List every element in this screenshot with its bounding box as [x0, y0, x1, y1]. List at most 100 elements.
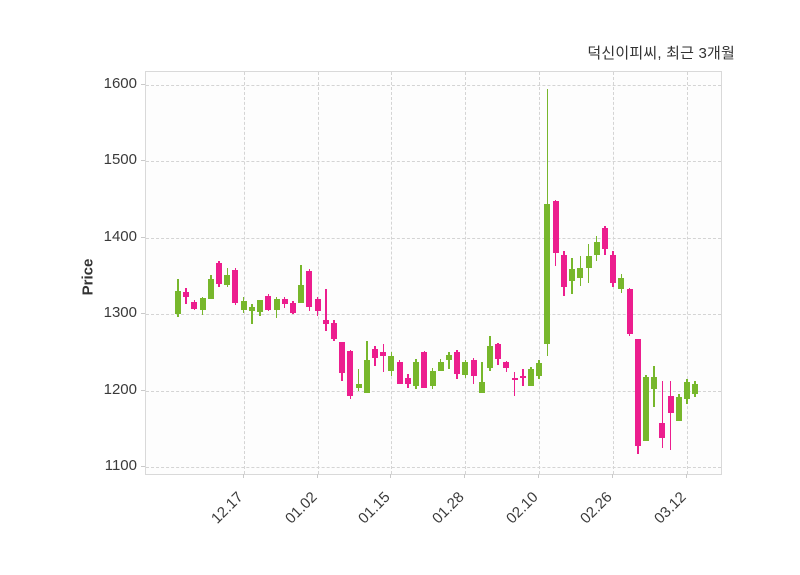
candle-body-up — [462, 362, 469, 375]
candle-wick-up — [481, 362, 483, 393]
candle-wick-up — [251, 304, 253, 325]
x-gridline — [317, 72, 319, 474]
candle-body-up — [298, 285, 305, 303]
y-tick-mark — [141, 160, 145, 162]
candle-body-up — [577, 267, 584, 278]
y-gridline — [146, 161, 721, 163]
x-tick-label: 01.02 — [281, 488, 321, 528]
y-tick-label: 1200 — [103, 380, 137, 398]
x-gridline — [243, 72, 245, 474]
candle-body-up — [175, 290, 181, 315]
candle-body-down — [396, 362, 403, 385]
candle-body-up — [429, 370, 436, 386]
y-tick-mark — [141, 389, 145, 391]
candle-body-down — [667, 395, 674, 413]
candle-body-up — [478, 382, 485, 393]
candle-body-up — [224, 275, 231, 286]
candle-body-up — [257, 300, 264, 312]
y-gridline — [146, 314, 721, 316]
x-tick-mark — [464, 474, 466, 478]
candle-wick-up — [448, 352, 450, 370]
y-tick-mark — [141, 466, 145, 467]
candle-body-up — [544, 204, 551, 344]
candle-body-down — [339, 342, 346, 373]
x-tick-label: 12.17 — [207, 488, 247, 528]
candle-body-down — [552, 201, 559, 254]
candle-wick-up — [300, 265, 302, 303]
x-tick-mark — [686, 474, 688, 478]
candle-body-up — [355, 384, 362, 389]
x-tick-label: 01.28 — [429, 488, 469, 528]
chart-title: 덕신이피씨, 최근 3개월 — [587, 45, 735, 62]
candle-body-up — [585, 256, 592, 268]
candle-body-up — [593, 242, 600, 255]
candle-body-down — [610, 254, 617, 283]
candle-wick-down — [325, 288, 327, 331]
candle-body-up — [569, 269, 576, 281]
y-gridline — [146, 467, 721, 468]
candle-body-up — [363, 360, 370, 393]
candle-body-up — [273, 298, 280, 311]
x-tick-mark — [242, 474, 244, 478]
candle-body-down — [503, 362, 510, 368]
candle-body-down — [281, 298, 288, 305]
candle-body-down — [626, 288, 633, 335]
candle-body-up — [651, 376, 658, 390]
y-tick-mark — [141, 236, 145, 238]
candle-body-down — [470, 360, 477, 377]
candle-body-down — [380, 351, 387, 357]
x-gridline — [465, 72, 467, 474]
x-gridline — [539, 72, 541, 474]
candle-body-down — [330, 322, 337, 340]
candle-body-down — [216, 263, 223, 284]
candle-body-up — [445, 354, 452, 361]
candle-body-down — [347, 350, 354, 396]
candle-body-down — [601, 227, 608, 250]
candle-body-down — [322, 319, 329, 325]
x-tick-label: 03.12 — [651, 488, 690, 528]
candle-wick-down — [661, 380, 664, 448]
y-tick-mark — [141, 84, 145, 85]
y-tick-mark — [141, 313, 145, 315]
candle-body-up — [240, 301, 247, 310]
y-gridline — [146, 85, 721, 86]
candle-wick-down — [382, 343, 384, 373]
candle-body-down — [634, 339, 641, 446]
candle-wick-up — [357, 369, 360, 392]
candle-body-down — [659, 422, 666, 438]
candle-body-up — [642, 376, 649, 442]
candle-body-up — [528, 369, 535, 386]
candle-body-up — [388, 356, 395, 371]
candle-wick-down — [669, 380, 672, 451]
candle-body-down — [372, 349, 379, 358]
x-tick-label: 01.15 — [355, 488, 395, 528]
candle-body-down — [265, 295, 272, 311]
candle-body-up — [486, 346, 493, 368]
y-tick-label: 1400 — [103, 227, 137, 245]
x-tick-mark — [316, 474, 318, 478]
candle-body-up — [248, 306, 255, 312]
candle-body-up — [684, 382, 691, 399]
candle-body-up — [536, 363, 543, 377]
candle-body-down — [495, 343, 502, 360]
candle-body-down — [183, 292, 190, 297]
candle-body-up — [207, 279, 214, 299]
candle-body-down — [404, 377, 411, 384]
candle-body-up — [675, 397, 682, 422]
y-gridline — [146, 237, 721, 239]
x-tick-mark — [538, 474, 540, 478]
candle-body-down — [232, 269, 239, 303]
y-tick-label: 1600 — [103, 75, 137, 92]
y-gridline — [146, 390, 721, 392]
candle-body-down — [306, 270, 313, 308]
y-tick-label: 1300 — [103, 304, 137, 322]
candle-body-down — [421, 352, 428, 388]
candle-body-up — [437, 362, 444, 371]
candle-body-down — [191, 301, 198, 309]
candle-body-up — [692, 384, 699, 395]
candle-body-down — [314, 298, 321, 312]
x-tick-label: 02.26 — [577, 488, 616, 528]
candle-body-down — [560, 254, 567, 288]
candle-body-up — [199, 298, 206, 311]
